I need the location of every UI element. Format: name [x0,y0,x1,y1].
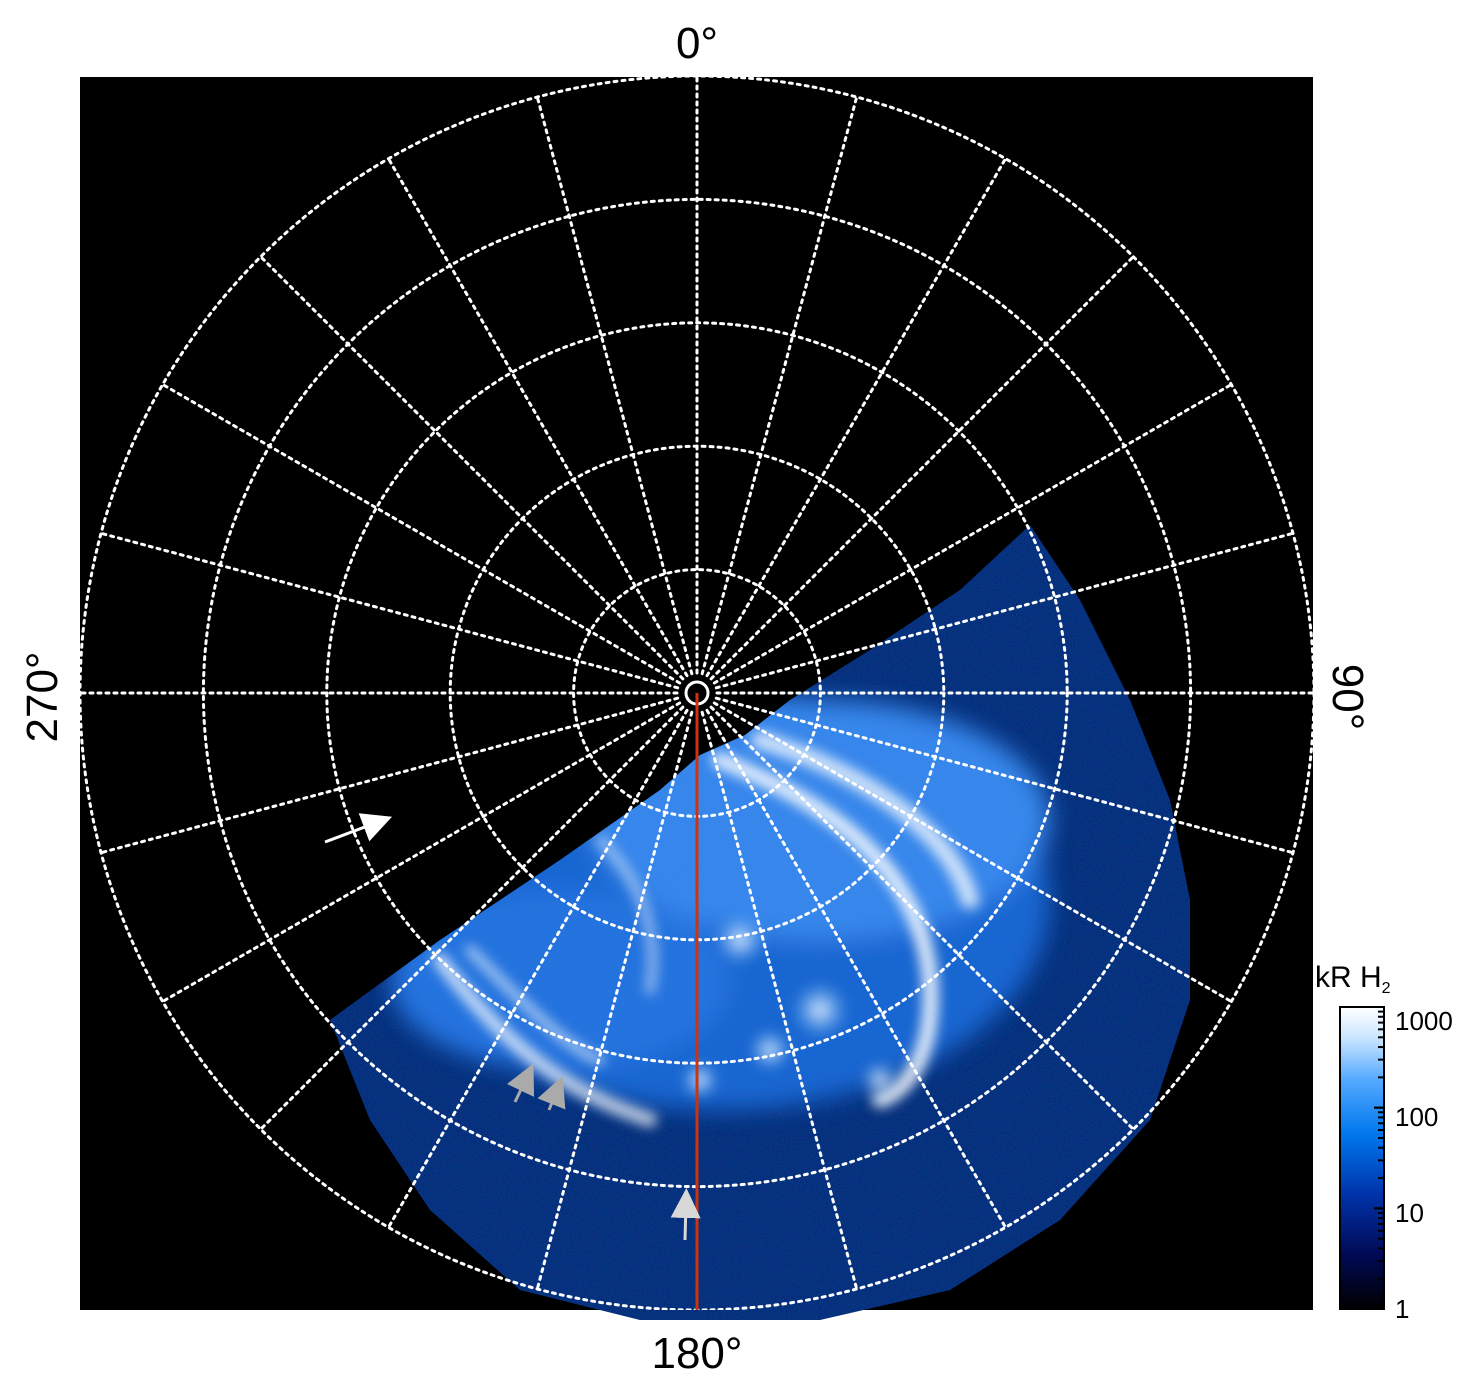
meridian-line [99,531,680,690]
meridian-line [259,255,685,681]
meridian-line [712,383,1233,685]
white-arrow [324,813,393,844]
meridian-line [705,157,1007,678]
meridian-line [99,696,680,855]
colorbar-title: kR H2 [1315,961,1391,997]
meridian-line [387,708,689,1229]
label-top: 0° [676,19,718,68]
meridian-line [714,531,1295,690]
grey-arrow-b [537,1076,566,1111]
colorbar-scale [1339,1006,1385,1310]
meridian-line [700,710,859,1291]
meridian-line [714,696,1295,855]
parallel-circle [325,321,1069,1065]
colorbar-tick-10: 10 [1395,1198,1424,1228]
colorbar: kR H2 1000 100 10 1 [1315,961,1453,1324]
colorbar-tick-1: 1 [1395,1294,1409,1324]
meridian-line [705,708,1007,1229]
meridian-line [709,705,1135,1131]
grey-arrow-a [506,1063,535,1103]
colorbar-tick-100: 100 [1395,1102,1438,1132]
label-bottom: 180° [651,1329,742,1378]
meridian-line [709,255,1135,681]
meridian-line [700,95,859,676]
lat-lon-grid [80,77,1313,1310]
meridian-line [387,157,689,678]
label-left: 270° [18,651,67,742]
grey-arrow-c [670,1188,701,1241]
meridian-line [161,701,682,1003]
colorbar-tick-1000: 1000 [1395,1006,1453,1036]
colorbar-title-main: kR H [1315,961,1382,994]
meridian-line [712,701,1233,1003]
meridian-line [259,705,685,1131]
colorbar-title-sub: 2 [1382,980,1391,997]
meridian-line [535,710,694,1291]
meridian-line [535,95,694,676]
meridian-line [161,383,682,685]
label-right: 90° [1323,664,1372,731]
